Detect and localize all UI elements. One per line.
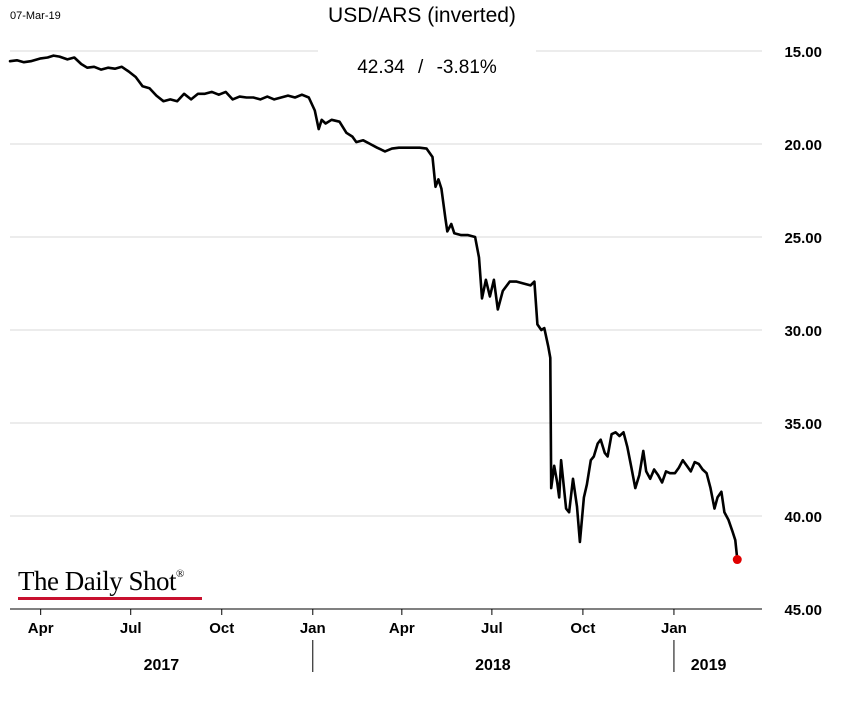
chart-date-label: 07-Mar-19	[10, 10, 61, 22]
daily-shot-logo: The Daily Shot®	[18, 566, 184, 597]
usd-ars-series-line	[8, 54, 739, 561]
registered-mark: ®	[175, 568, 184, 580]
gridlines	[10, 50, 762, 517]
y-tick-label: 40.00	[784, 509, 822, 526]
x-tick-label: Jan	[300, 620, 326, 637]
daily-change: -3.81%	[436, 57, 497, 78]
last-value-box: 42.34 / -3.81%	[318, 48, 536, 88]
x-tick-label: Apr	[389, 620, 415, 637]
y-tick-label: 30.00	[784, 323, 822, 340]
logo-text: The Daily Shot	[18, 566, 176, 596]
y-tick-label: 25.00	[784, 230, 822, 247]
year-label: 2018	[475, 657, 511, 674]
last-point-marker	[732, 555, 742, 565]
last-value: 42.34	[357, 57, 405, 78]
x-tick-label: Oct	[209, 620, 234, 637]
year-label: 2017	[144, 657, 180, 674]
x-tick-label: Jul	[120, 620, 142, 637]
y-tick-label: 45.00	[784, 602, 822, 619]
y-tick-label: 35.00	[784, 416, 822, 433]
x-tick-label: Apr	[28, 620, 54, 637]
year-label: 2019	[691, 657, 727, 674]
axes: 15.00 20.00 25.00 30.00 35.00 40.00 45.00 Apr Ju…	[10, 44, 822, 674]
x-tick-label: Jul	[481, 620, 503, 637]
series-line-group	[8, 54, 742, 565]
y-tick-label: 15.00	[784, 44, 822, 61]
x-tick-label: Jan	[661, 620, 687, 637]
value-separator: /	[418, 57, 424, 78]
logo-underline	[18, 597, 202, 600]
chart-title: USD/ARS (inverted)	[328, 4, 516, 27]
y-tick-label: 20.00	[784, 137, 822, 154]
x-tick-label: Oct	[570, 620, 595, 637]
